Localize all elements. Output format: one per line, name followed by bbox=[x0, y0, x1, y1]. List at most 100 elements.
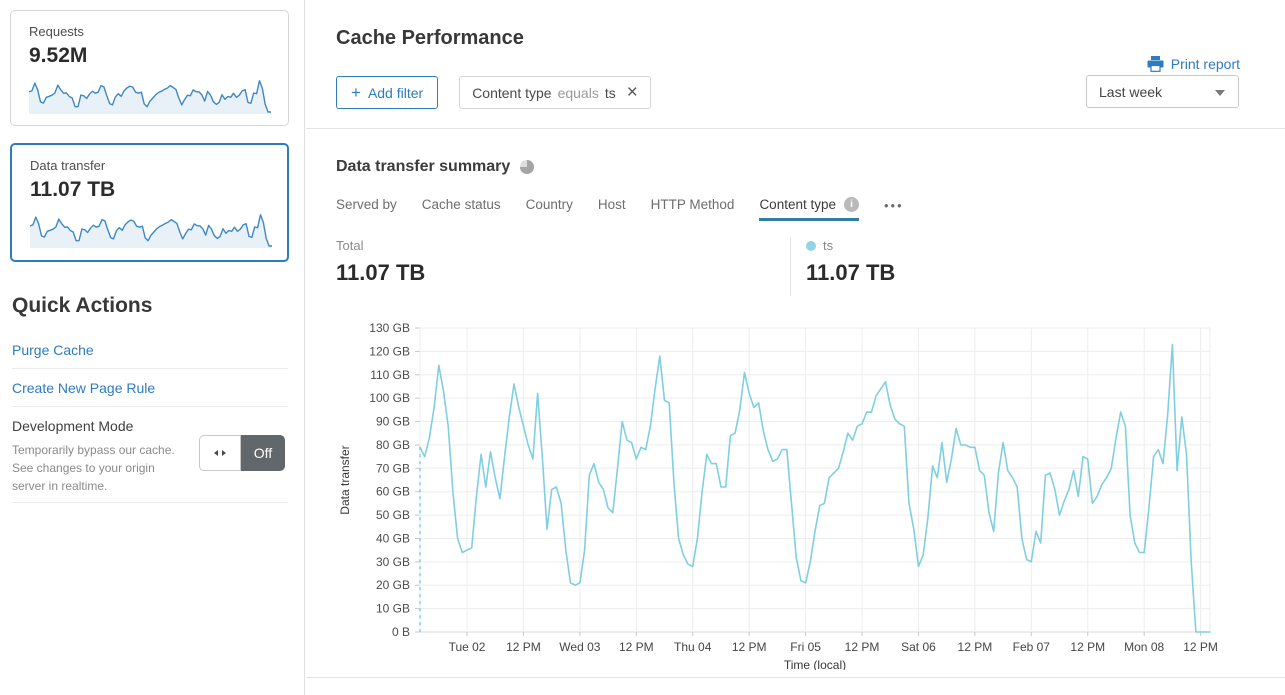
data-transfer-card-value: 11.07 TB bbox=[30, 178, 116, 201]
sidebar-divider bbox=[12, 368, 288, 369]
x-tick-label: 12 PM bbox=[619, 640, 654, 654]
ts-stat-value: 11.07 TB bbox=[806, 260, 896, 285]
total-stat-value: 11.07 TB bbox=[336, 260, 426, 285]
tab-content-type[interactable]: Content type i bbox=[759, 197, 859, 221]
tab-served-by[interactable]: Served by bbox=[336, 197, 397, 212]
tab-cache-status[interactable]: Cache status bbox=[421, 197, 501, 212]
info-icon[interactable]: i bbox=[844, 197, 859, 212]
development-mode-description: Temporarily bypass our cache. See change… bbox=[12, 443, 175, 493]
x-axis-title: Time (local) bbox=[784, 658, 846, 670]
development-mode-title: Development Mode bbox=[12, 418, 134, 434]
filter-bar: + Add filter Content type equals ts × bbox=[336, 76, 651, 109]
y-tick-label: 90 GB bbox=[376, 415, 410, 429]
x-tick-label: Wed 03 bbox=[559, 640, 600, 654]
summary-title-row: Data transfer summary bbox=[336, 158, 535, 176]
print-report-label: Print report bbox=[1170, 56, 1240, 72]
filter-chip-value: ts bbox=[604, 84, 616, 101]
metric-card-requests[interactable]: Requests 9.52M bbox=[10, 10, 289, 126]
add-filter-button[interactable]: + Add filter bbox=[336, 76, 439, 109]
sidebar: Requests 9.52M Data transfer 11.07 TB Qu… bbox=[0, 0, 305, 695]
y-axis-title: Data transfer bbox=[338, 445, 352, 514]
purge-cache-link[interactable]: Purge Cache bbox=[12, 342, 94, 358]
add-filter-label: Add filter bbox=[367, 84, 424, 101]
summary-title: Data transfer summary bbox=[336, 158, 511, 175]
requests-sparkline bbox=[29, 80, 271, 114]
ts-legend-row: ts bbox=[806, 238, 895, 253]
chevron-down-icon bbox=[1215, 90, 1225, 96]
tab-http-method[interactable]: HTTP Method bbox=[650, 197, 735, 212]
dimension-tabs: Served by Cache status Country Host HTTP… bbox=[336, 197, 904, 221]
print-report-button[interactable]: Print report bbox=[1147, 56, 1240, 72]
pie-chart-icon bbox=[520, 160, 535, 174]
x-tick-label: 12 PM bbox=[958, 640, 993, 654]
filter-chip-operator: equals bbox=[557, 84, 599, 101]
section-divider bbox=[306, 677, 1285, 678]
y-tick-label: 0 B bbox=[392, 625, 410, 639]
x-tick-label: Thu 04 bbox=[674, 640, 712, 654]
sparkline-line bbox=[30, 214, 272, 247]
y-tick-label: 30 GB bbox=[376, 555, 410, 569]
data-transfer-card-label: Data transfer bbox=[30, 158, 106, 173]
header-divider bbox=[306, 128, 1285, 129]
tab-content-type-label: Content type bbox=[759, 197, 836, 212]
time-range-value: Last week bbox=[1099, 83, 1163, 100]
create-page-rule-link[interactable]: Create New Page Rule bbox=[12, 380, 156, 396]
total-stat-label: Total bbox=[336, 238, 364, 253]
sidebar-divider bbox=[12, 502, 288, 503]
y-tick-label: 100 GB bbox=[369, 391, 410, 405]
chart-line-ts bbox=[419, 343, 1211, 633]
main-content: Cache Performance Print report + Add fil… bbox=[306, 0, 1285, 695]
sparkline-area bbox=[29, 80, 271, 114]
requests-card-label: Requests bbox=[29, 24, 84, 39]
data-transfer-sparkline bbox=[30, 214, 272, 248]
page-title: Cache Performance bbox=[336, 27, 524, 49]
ts-stat-label: ts bbox=[823, 238, 834, 253]
tab-country[interactable]: Country bbox=[525, 197, 573, 212]
left-right-arrows-icon bbox=[214, 450, 226, 456]
development-mode-toggle[interactable]: Off bbox=[199, 435, 285, 471]
y-tick-label: 120 GB bbox=[369, 344, 410, 358]
toggle-off-label: Off bbox=[241, 435, 285, 471]
quick-actions-title: Quick Actions bbox=[12, 294, 153, 317]
more-dimensions-button[interactable]: ••• bbox=[884, 198, 904, 213]
y-tick-label: 40 GB bbox=[376, 531, 410, 545]
total-stat: Total 11.07 TB bbox=[336, 238, 790, 296]
y-tick-label: 110 GB bbox=[370, 368, 410, 382]
x-tick-label: 12 PM bbox=[845, 640, 880, 654]
sidebar-divider bbox=[12, 406, 288, 407]
toggle-knob[interactable] bbox=[199, 435, 241, 471]
x-tick-label: Tue 02 bbox=[449, 640, 486, 654]
tab-host[interactable]: Host bbox=[597, 197, 626, 212]
x-tick-label: Mon 08 bbox=[1124, 640, 1164, 654]
stats-row: Total 11.07 TB ts 11.07 TB bbox=[336, 238, 895, 296]
x-tick-label: Fri 05 bbox=[790, 640, 821, 654]
y-tick-label: 20 GB bbox=[376, 578, 410, 592]
x-tick-label: 12 PM bbox=[506, 640, 541, 654]
y-tick-label: 130 GB bbox=[369, 321, 410, 335]
ts-legend-dot bbox=[806, 240, 816, 251]
printer-icon bbox=[1147, 56, 1164, 72]
y-tick-label: 10 GB bbox=[376, 602, 410, 616]
x-tick-label: 12 PM bbox=[732, 640, 767, 654]
y-tick-label: 70 GB bbox=[376, 461, 410, 475]
sparkline-line bbox=[29, 80, 271, 113]
ts-stat: ts 11.07 TB bbox=[791, 238, 895, 296]
x-tick-label: 12 PM bbox=[1183, 640, 1218, 654]
remove-filter-icon[interactable]: × bbox=[626, 82, 638, 103]
metric-card-data-transfer[interactable]: Data transfer 11.07 TB bbox=[10, 143, 289, 262]
sparkline-area bbox=[30, 214, 272, 248]
y-tick-label: 60 GB bbox=[376, 485, 410, 499]
x-tick-label: 12 PM bbox=[1070, 640, 1105, 654]
y-tick-label: 80 GB bbox=[376, 438, 410, 452]
filter-chip-field: Content type bbox=[472, 84, 552, 101]
x-tick-label: Feb 07 bbox=[1013, 640, 1051, 654]
x-tick-label: Sat 06 bbox=[901, 640, 936, 654]
requests-card-value: 9.52M bbox=[29, 44, 88, 67]
plus-icon: + bbox=[351, 83, 361, 102]
time-range-select[interactable]: Last week bbox=[1086, 75, 1239, 108]
y-tick-label: 50 GB bbox=[376, 508, 410, 522]
stats-divider bbox=[790, 238, 791, 296]
data-transfer-chart[interactable]: 0 B 10 GB 20 GB 30 GB 40 GB 50 GB 60 GB 70 GB 80… bbox=[336, 318, 1240, 670]
filter-chip-content-type[interactable]: Content type equals ts × bbox=[459, 76, 651, 109]
